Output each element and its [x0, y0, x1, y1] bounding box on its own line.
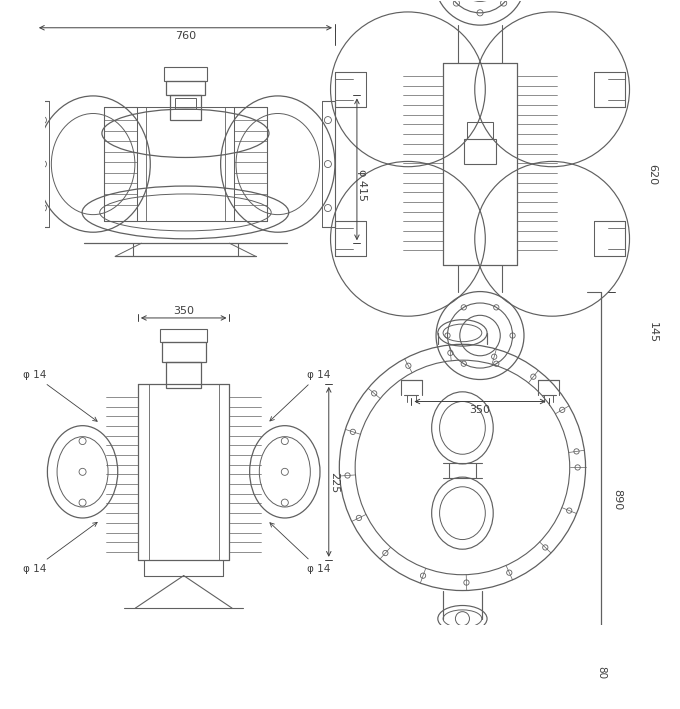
Bar	[169, 96, 201, 120]
Bar	[160, 330, 207, 342]
Text: φ 14: φ 14	[22, 523, 97, 574]
Text: φ 415: φ 415	[357, 169, 367, 201]
Text: φ 14: φ 14	[270, 523, 330, 574]
Text: φ 14: φ 14	[22, 370, 97, 421]
Text: φ 14: φ 14	[270, 370, 330, 421]
Bar	[467, 122, 493, 140]
Bar	[165, 67, 207, 81]
Bar	[162, 342, 205, 362]
Bar	[166, 81, 205, 96]
Text: DN125: DN125	[0, 708, 1, 709]
Bar	[166, 362, 201, 389]
Text: 620: 620	[647, 164, 658, 185]
Text: 350: 350	[173, 306, 194, 316]
Text: 350: 350	[469, 406, 490, 415]
Text: 760: 760	[175, 30, 196, 40]
Text: 145: 145	[647, 323, 658, 343]
Bar	[175, 98, 196, 108]
Text: 80: 80	[596, 666, 607, 679]
Text: 890: 890	[612, 489, 622, 510]
Bar	[464, 140, 496, 164]
Text: 225: 225	[329, 471, 339, 493]
Text: φ 18: φ 18	[0, 708, 1, 709]
